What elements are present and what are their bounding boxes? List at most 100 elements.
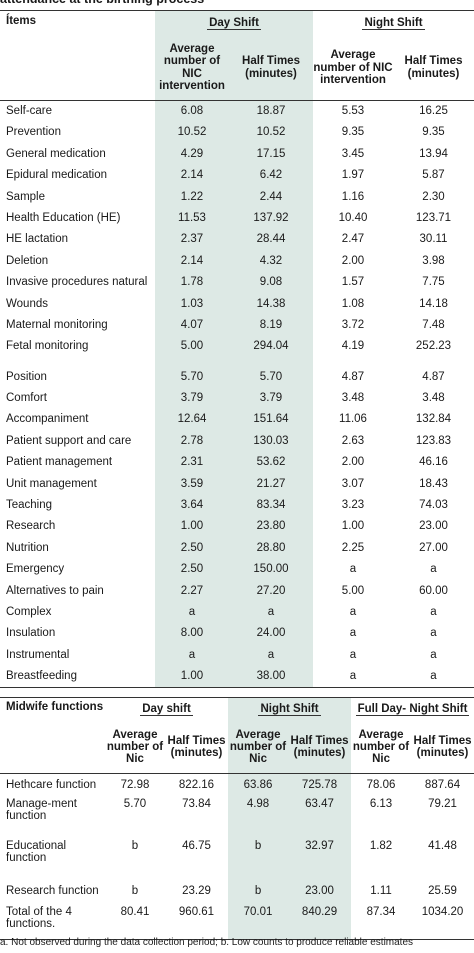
day-half-times-cell: 5.70 xyxy=(229,366,313,388)
day-avg-nic-cell: a xyxy=(155,644,229,666)
day-avg-nic-cell: 4.07 xyxy=(155,314,229,336)
night-half-times-cell: 30.11 xyxy=(419,233,448,246)
night-avg-nic-cell: 4.19 xyxy=(341,340,365,353)
night-half-times-cell: 2.30 xyxy=(422,190,445,203)
night-half-times-cell: 27.00 xyxy=(419,541,448,554)
day-avg-nic-cell: 12.64 xyxy=(155,408,229,431)
item-name-cell: Prevention xyxy=(6,126,61,139)
night-half-times-cell: 3.98 xyxy=(422,254,445,267)
table-row: Fetal monitoring 5.00 294.04 4.19 252.23 xyxy=(0,335,474,358)
item-name-cell: Emergency xyxy=(6,563,65,576)
day-half-times-cell: 24.00 xyxy=(229,622,313,645)
night-avg-nic-cell: a xyxy=(349,669,357,682)
day-half-times-cell: 28.80 xyxy=(229,537,313,559)
night-half-times-cell: 14.18 xyxy=(419,297,448,310)
night-half-times-cell: a xyxy=(430,605,437,618)
full-avg-cell: 6.13 xyxy=(369,797,393,810)
day-half-times-cell: 27.20 xyxy=(229,580,313,602)
night-avg-nic-cell: 5.00 xyxy=(341,584,365,597)
night-avg-nic-cell: 1.00 xyxy=(341,520,365,533)
item-name-cell: Nutrition xyxy=(6,541,49,554)
t2-day-avg-header: Average number of Nic xyxy=(106,728,164,766)
day-half-times-cell: a xyxy=(229,601,313,623)
night-half-cell: 63.47 xyxy=(288,795,352,838)
day-half-cell: 960.61 xyxy=(178,905,215,918)
day-shift-header: Day Shift xyxy=(155,10,313,36)
function-name-cell: Educational function xyxy=(6,839,67,864)
night-half-times-cell: 7.48 xyxy=(422,318,445,331)
night-avg-nic-cell: 3.23 xyxy=(341,499,365,512)
table-row: Maternal monitoring 4.07 8.19 3.72 7.48 xyxy=(0,314,474,336)
night-half-cell: 23.00 xyxy=(288,879,352,904)
day-avg-nic-cell: 6.08 xyxy=(155,100,229,122)
day-avg-nic-cell: 8.00 xyxy=(155,622,229,645)
night-half-times-header: Half Times (minutes) xyxy=(404,55,463,80)
day-avg-nic-cell: 2.27 xyxy=(155,580,229,602)
table-row: Breastfeeding 1.00 38.00 a a xyxy=(0,665,474,688)
night-avg-nic-cell: 4.87 xyxy=(341,370,365,383)
day-half-times-cell: 38.00 xyxy=(229,665,313,688)
table-row: Epidural medication 2.14 6.42 1.97 5.87 xyxy=(0,164,474,187)
day-half-times-cell: 151.64 xyxy=(229,408,313,431)
day-half-times-cell: 8.19 xyxy=(229,314,313,336)
table-row: Invasive procedures natural 1.78 9.08 1.57 7… xyxy=(0,271,474,294)
table-row: Manage-ment function 5.70 73.84 4.98 63.47 6.… xyxy=(0,795,474,838)
item-name-cell: Epidural medication xyxy=(6,169,108,182)
day-half-times-cell: 294.04 xyxy=(229,335,313,358)
night-avg-nic-cell: a xyxy=(349,627,357,640)
function-name-cell: Hethcare function xyxy=(6,778,97,791)
table-row: Accompaniment 12.64 151.64 11.06 132.84 xyxy=(0,408,474,431)
night-avg-nic-cell: 3.45 xyxy=(341,147,365,160)
day-avg-nic-cell: 11.53 xyxy=(155,207,229,229)
day-half-times-cell: 23.80 xyxy=(229,515,313,538)
item-name-cell: Instrumental xyxy=(6,648,70,661)
t2-full-half-header: Half Times (minutes) xyxy=(413,734,472,760)
day-half-cell: 822.16 xyxy=(178,778,215,791)
table-row: Wounds 1.03 14.38 1.08 14.18 xyxy=(0,293,474,315)
table-row: Research 1.00 23.80 1.00 23.00 xyxy=(0,515,474,538)
table-row: Self-care 6.08 18.87 5.53 16.25 xyxy=(0,100,474,122)
night-avg-cell: 70.01 xyxy=(228,903,289,940)
night-avg-nic-cell: 1.16 xyxy=(341,190,365,203)
table-row: Insulation 8.00 24.00 a a xyxy=(0,622,474,645)
item-name-cell: Patient management xyxy=(6,456,113,469)
item-name-cell: Maternal monitoring xyxy=(6,318,108,331)
full-avg-cell: 1.82 xyxy=(369,839,393,852)
night-half-times-cell: 123.71 xyxy=(415,211,452,224)
function-name-cell: Research function xyxy=(6,885,99,898)
full-avg-cell: 78.06 xyxy=(366,778,396,791)
day-avg-cell: 72.98 xyxy=(120,778,150,791)
full-half-cell: 887.64 xyxy=(424,778,461,791)
table-row: Patient management 2.31 53.62 2.00 46.16 xyxy=(0,451,474,474)
night-avg-cell: 63.86 xyxy=(228,773,289,796)
night-half-times-cell: 5.87 xyxy=(422,169,445,182)
day-avg-nic-cell: 1.03 xyxy=(155,293,229,315)
table-row: Complex a a a a xyxy=(0,601,474,623)
table-row: Nutrition 2.50 28.80 2.25 27.00 xyxy=(0,537,474,559)
table-footnote: a. Not observed during the data collecti… xyxy=(0,937,414,948)
item-name-cell: Self-care xyxy=(6,105,53,118)
day-half-times-cell: 28.44 xyxy=(229,228,313,251)
night-avg-nic-cell: a xyxy=(349,648,357,661)
item-name-cell: Complex xyxy=(6,605,52,618)
table-row: Unit management 3.59 21.27 3.07 18.43 xyxy=(0,473,474,495)
day-avg-nic-cell: 1.00 xyxy=(155,515,229,538)
day-half-times-cell: 9.08 xyxy=(229,271,313,294)
midwife-functions-table: Midwife functions Day shift Night Shift … xyxy=(0,697,474,940)
t2-full-day-header: Full Day- Night Shift xyxy=(355,703,470,717)
day-avg-nic-cell: 2.14 xyxy=(155,164,229,187)
night-half-cell: 32.97 xyxy=(288,837,352,880)
t2-day-half-header: Half Times (minutes) xyxy=(167,734,226,760)
item-name-cell: HE lactation xyxy=(6,233,69,246)
day-avg-nic-cell: 1.00 xyxy=(155,665,229,688)
table-row: Alternatives to pain 2.27 27.20 5.00 60.00 xyxy=(0,580,474,602)
item-name-cell: Teaching xyxy=(6,499,53,512)
day-half-times-cell: 3.79 xyxy=(229,387,313,409)
night-avg-nic-cell: 2.00 xyxy=(341,456,365,469)
night-avg-nic-cell: 9.35 xyxy=(341,126,365,139)
t2-full-avg-header: Average number of Nic xyxy=(352,728,410,766)
night-avg-nic-cell: 2.00 xyxy=(341,254,365,267)
night-half-times-cell: a xyxy=(430,563,437,576)
night-half-times-cell: 252.23 xyxy=(415,340,452,353)
day-avg-nic-cell: a xyxy=(155,601,229,623)
